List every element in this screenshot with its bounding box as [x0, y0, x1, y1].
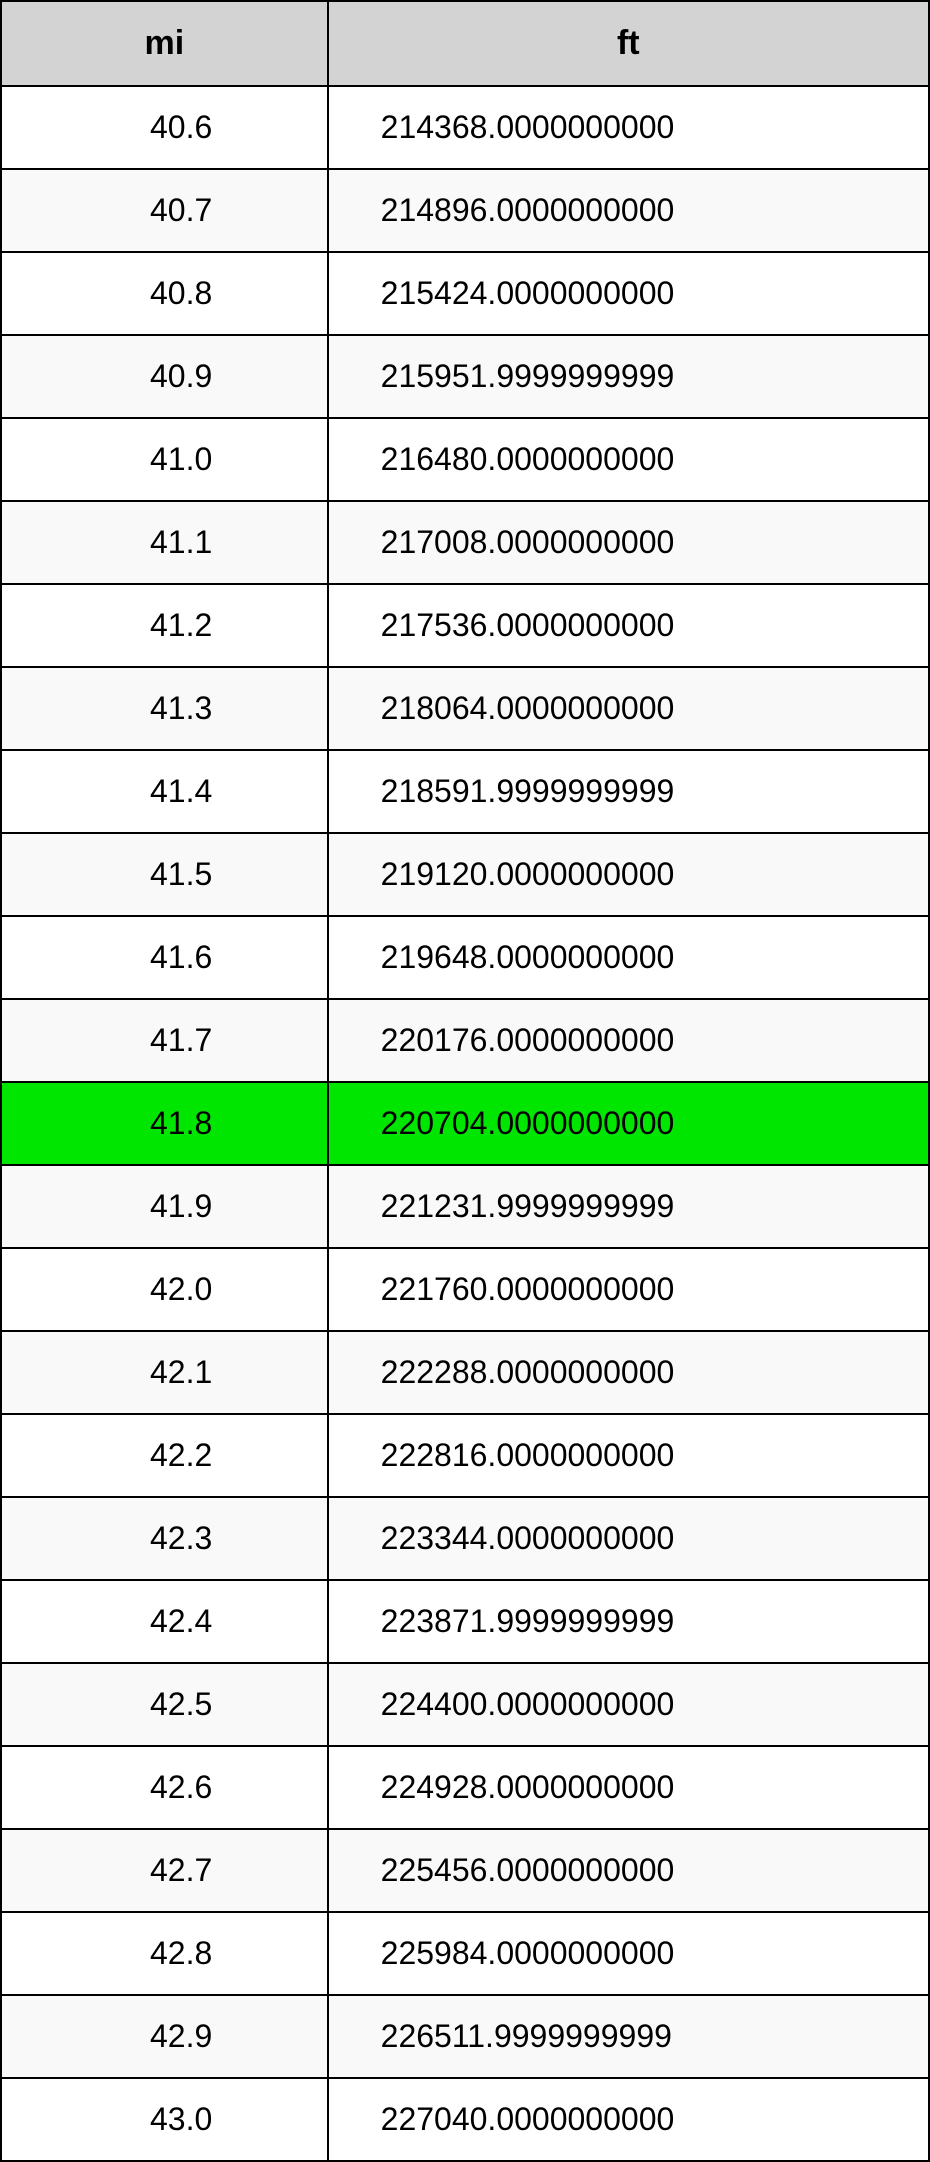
- cell-ft: 217008.0000000000: [328, 501, 929, 584]
- cell-mi: 41.9: [1, 1165, 328, 1248]
- cell-ft: 222288.0000000000: [328, 1331, 929, 1414]
- table-row: 41.6219648.0000000000: [1, 916, 929, 999]
- table-body: 40.6214368.000000000040.7214896.00000000…: [1, 86, 929, 2161]
- table-row: 41.5219120.0000000000: [1, 833, 929, 916]
- cell-mi: 42.5: [1, 1663, 328, 1746]
- table-row: 42.1222288.0000000000: [1, 1331, 929, 1414]
- table-row: 42.6224928.0000000000: [1, 1746, 929, 1829]
- table-row: 42.8225984.0000000000: [1, 1912, 929, 1995]
- table-row: 42.3223344.0000000000: [1, 1497, 929, 1580]
- cell-mi: 42.7: [1, 1829, 328, 1912]
- table-row: 43.0227040.0000000000: [1, 2078, 929, 2161]
- cell-ft: 225456.0000000000: [328, 1829, 929, 1912]
- cell-ft: 227040.0000000000: [328, 2078, 929, 2161]
- cell-mi: 42.8: [1, 1912, 328, 1995]
- table-row: 41.7220176.0000000000: [1, 999, 929, 1082]
- cell-ft: 215424.0000000000: [328, 252, 929, 335]
- cell-mi: 41.6: [1, 916, 328, 999]
- table-row: 42.4223871.9999999999: [1, 1580, 929, 1663]
- table-row: 40.7214896.0000000000: [1, 169, 929, 252]
- cell-mi: 41.1: [1, 501, 328, 584]
- cell-ft: 222816.0000000000: [328, 1414, 929, 1497]
- cell-ft: 219648.0000000000: [328, 916, 929, 999]
- table-row: 41.3218064.0000000000: [1, 667, 929, 750]
- cell-mi: 42.6: [1, 1746, 328, 1829]
- cell-ft: 221231.9999999999: [328, 1165, 929, 1248]
- column-header-mi: mi: [1, 1, 328, 86]
- cell-mi: 41.7: [1, 999, 328, 1082]
- cell-mi: 40.7: [1, 169, 328, 252]
- cell-ft: 223871.9999999999: [328, 1580, 929, 1663]
- cell-ft: 224400.0000000000: [328, 1663, 929, 1746]
- table-row: 41.9221231.9999999999: [1, 1165, 929, 1248]
- cell-mi: 41.5: [1, 833, 328, 916]
- cell-mi: 40.6: [1, 86, 328, 169]
- cell-mi: 41.4: [1, 750, 328, 833]
- cell-mi: 42.2: [1, 1414, 328, 1497]
- cell-ft: 220704.0000000000: [328, 1082, 929, 1165]
- conversion-table-container: mi ft 40.6214368.000000000040.7214896.00…: [0, 0, 930, 2162]
- conversion-table: mi ft 40.6214368.000000000040.7214896.00…: [0, 0, 930, 2162]
- cell-ft: 218064.0000000000: [328, 667, 929, 750]
- table-row: 40.9215951.9999999999: [1, 335, 929, 418]
- column-header-ft: ft: [328, 1, 929, 86]
- cell-mi: 41.3: [1, 667, 328, 750]
- cell-ft: 217536.0000000000: [328, 584, 929, 667]
- cell-mi: 43.0: [1, 2078, 328, 2161]
- cell-mi: 41.0: [1, 418, 328, 501]
- cell-ft: 224928.0000000000: [328, 1746, 929, 1829]
- cell-ft: 219120.0000000000: [328, 833, 929, 916]
- table-row: 41.2217536.0000000000: [1, 584, 929, 667]
- cell-mi: 41.8: [1, 1082, 328, 1165]
- table-row: 42.7225456.0000000000: [1, 1829, 929, 1912]
- cell-mi: 42.3: [1, 1497, 328, 1580]
- table-row: 41.4218591.9999999999: [1, 750, 929, 833]
- cell-ft: 214896.0000000000: [328, 169, 929, 252]
- cell-mi: 42.1: [1, 1331, 328, 1414]
- cell-ft: 223344.0000000000: [328, 1497, 929, 1580]
- cell-ft: 221760.0000000000: [328, 1248, 929, 1331]
- table-row: 40.6214368.0000000000: [1, 86, 929, 169]
- table-row: 41.8220704.0000000000: [1, 1082, 929, 1165]
- table-header-row: mi ft: [1, 1, 929, 86]
- cell-ft: 218591.9999999999: [328, 750, 929, 833]
- table-row: 42.5224400.0000000000: [1, 1663, 929, 1746]
- table-row: 41.0216480.0000000000: [1, 418, 929, 501]
- cell-mi: 42.0: [1, 1248, 328, 1331]
- cell-mi: 40.9: [1, 335, 328, 418]
- cell-mi: 41.2: [1, 584, 328, 667]
- cell-ft: 214368.0000000000: [328, 86, 929, 169]
- table-row: 42.9226511.9999999999: [1, 1995, 929, 2078]
- cell-ft: 220176.0000000000: [328, 999, 929, 1082]
- cell-mi: 42.9: [1, 1995, 328, 2078]
- cell-ft: 225984.0000000000: [328, 1912, 929, 1995]
- cell-ft: 216480.0000000000: [328, 418, 929, 501]
- cell-mi: 40.8: [1, 252, 328, 335]
- table-row: 40.8215424.0000000000: [1, 252, 929, 335]
- cell-mi: 42.4: [1, 1580, 328, 1663]
- table-row: 42.0221760.0000000000: [1, 1248, 929, 1331]
- table-row: 42.2222816.0000000000: [1, 1414, 929, 1497]
- cell-ft: 226511.9999999999: [328, 1995, 929, 2078]
- table-row: 41.1217008.0000000000: [1, 501, 929, 584]
- cell-ft: 215951.9999999999: [328, 335, 929, 418]
